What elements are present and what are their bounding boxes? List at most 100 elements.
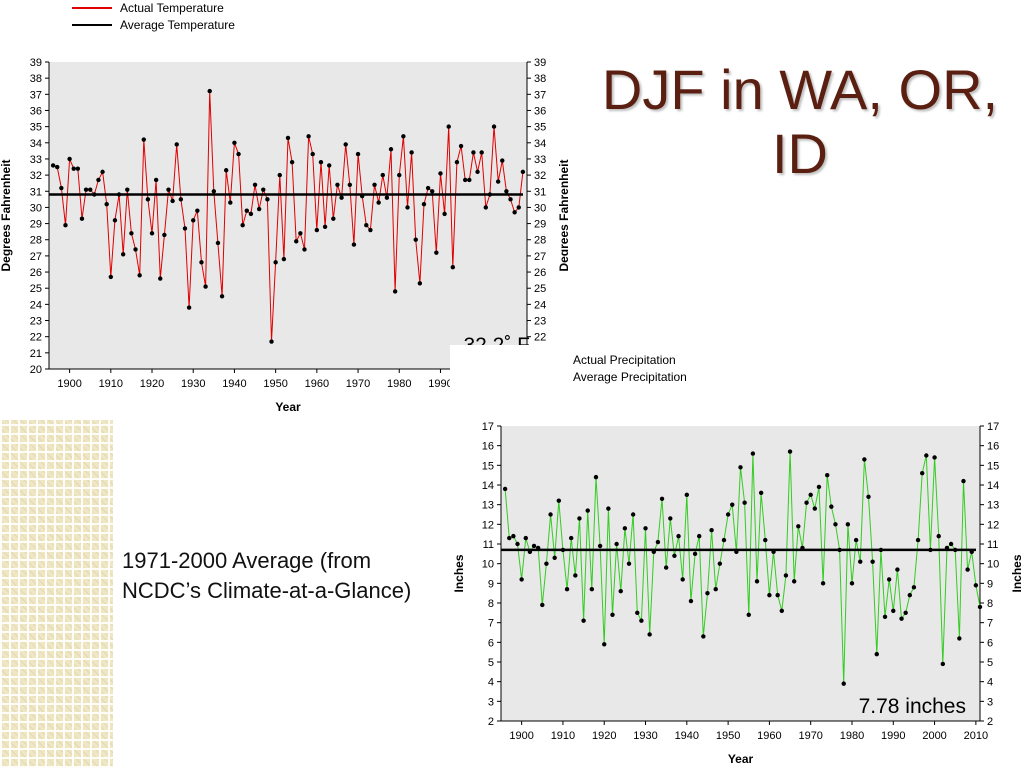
- precip-data-point: [581, 618, 586, 623]
- temp-data-point: [232, 140, 237, 145]
- temp-xtick-label: 1970: [346, 378, 370, 390]
- precip-data-point: [577, 516, 582, 521]
- temp-data-point: [294, 239, 299, 244]
- temp-data-point: [166, 187, 171, 192]
- precip-data-point: [853, 537, 859, 543]
- precip-ytick-label-right: 16: [987, 441, 999, 453]
- temp-ytick-label-left: 20: [30, 364, 42, 376]
- precip-data-point: [568, 535, 574, 541]
- precipitation-chart-svg: Actual Precipitation Average Precipitatio…: [452, 353, 1024, 766]
- precip-data-point: [940, 661, 946, 667]
- temp-data-point: [331, 216, 336, 221]
- precip-ytick-label-left: 13: [482, 500, 494, 512]
- temp-data-point: [520, 169, 526, 175]
- temp-ytick-label-right: 31: [534, 186, 546, 198]
- precip-data-point: [717, 561, 723, 566]
- temp-data-point: [351, 242, 357, 247]
- temp-data-point: [207, 88, 212, 94]
- precip-data-point: [771, 549, 776, 555]
- precip-xtick-label: 1910: [551, 730, 575, 742]
- precip-series-line: [504, 451, 981, 684]
- precip-ytick-label-right: 2: [987, 716, 993, 728]
- temp-data-point: [191, 218, 196, 223]
- precip-ylabel-right: Inches: [1010, 554, 1024, 592]
- precip-ytick-label-left: 8: [488, 598, 494, 610]
- temp-data-point: [265, 197, 270, 202]
- precip-ytick-label-left: 15: [482, 460, 494, 472]
- temp-data-point: [145, 197, 151, 202]
- precip-xtick-label: 1960: [757, 730, 781, 742]
- temp-data-point: [67, 156, 72, 162]
- temp-ytick-label-right: 25: [534, 283, 546, 295]
- temp-ytick-label-left: 28: [30, 235, 42, 247]
- temp-data-point: [55, 164, 60, 170]
- temp-data-point: [125, 187, 130, 192]
- precip-data-point: [630, 512, 636, 517]
- temp-data-point: [228, 200, 233, 205]
- precip-data-point: [523, 535, 528, 541]
- temp-ytick-label-right: 24: [534, 299, 546, 311]
- precip-data-point: [953, 547, 958, 553]
- temp-data-point: [203, 284, 208, 289]
- precip-data-point: [965, 567, 970, 572]
- precip-data-point: [738, 465, 743, 470]
- temp-ytick-label-right: 35: [534, 122, 546, 134]
- temp-data-point: [372, 182, 377, 187]
- precip-ytick-label-left: 5: [488, 657, 494, 669]
- precip-data-point: [585, 508, 590, 513]
- temp-data-point: [182, 226, 188, 231]
- temp-ytick-label-right: 30: [534, 202, 546, 214]
- temp-ytick-label-right: 33: [534, 154, 546, 166]
- temp-ytick-label-right: 23: [534, 316, 546, 328]
- temp-data-point: [401, 134, 406, 139]
- temp-data-point: [467, 177, 472, 183]
- temp-ytick-label-left: 37: [30, 89, 42, 101]
- precip-data-point: [849, 581, 855, 586]
- temp-data-point: [236, 151, 241, 157]
- temp-ytick-label-left: 36: [30, 105, 42, 117]
- precip-data-point: [919, 471, 925, 476]
- temp-ytick-label-right: 34: [534, 138, 546, 150]
- precip-data-point: [535, 545, 541, 551]
- precip-data-point: [672, 553, 677, 558]
- precip-data-point: [651, 549, 656, 555]
- precip-data-point: [548, 512, 553, 517]
- precip-data-point: [911, 585, 917, 590]
- precip-data-point: [750, 451, 756, 456]
- temp-data-point: [405, 205, 410, 210]
- precip-ytick-label-left: 14: [482, 480, 494, 492]
- precip-data-point: [775, 592, 780, 598]
- precip-ytick-label-left: 9: [488, 578, 494, 590]
- precip-data-point: [511, 533, 516, 539]
- precip-xtick-label: 2010: [964, 730, 988, 742]
- precip-data-point: [767, 592, 772, 598]
- precip-data-point: [878, 547, 884, 553]
- temp-data-point: [504, 189, 509, 194]
- precip-ytick-label-left: 3: [488, 696, 494, 708]
- temp-data-point: [310, 151, 315, 157]
- precip-data-point: [573, 573, 578, 578]
- precip-data-point: [692, 551, 698, 557]
- precip-data-point: [928, 547, 933, 553]
- temp-data-point: [483, 205, 488, 210]
- precip-data-point: [957, 636, 962, 641]
- temp-data-point: [298, 231, 303, 236]
- temp-ytick-label-right: 22: [534, 332, 546, 344]
- precip-data-point: [602, 642, 607, 647]
- temp-data-point: [343, 142, 348, 147]
- precip-data-point: [531, 543, 537, 549]
- precip-data-point: [825, 472, 830, 478]
- temp-data-point: [149, 231, 155, 236]
- temp-ytick-label-left: 34: [30, 138, 42, 150]
- temp-data-point: [306, 134, 311, 139]
- temp-data-point: [409, 150, 414, 155]
- precip-data-point: [829, 504, 834, 509]
- temp-data-point: [339, 195, 344, 200]
- temp-data-point: [417, 281, 423, 286]
- precip-xtick-label: 1930: [633, 730, 657, 742]
- temp-data-point: [219, 294, 225, 299]
- precip-data-point: [973, 583, 979, 588]
- temp-data-point: [59, 185, 64, 191]
- precip-data-point: [502, 486, 508, 492]
- precip-ytick-label-right: 3: [987, 696, 993, 708]
